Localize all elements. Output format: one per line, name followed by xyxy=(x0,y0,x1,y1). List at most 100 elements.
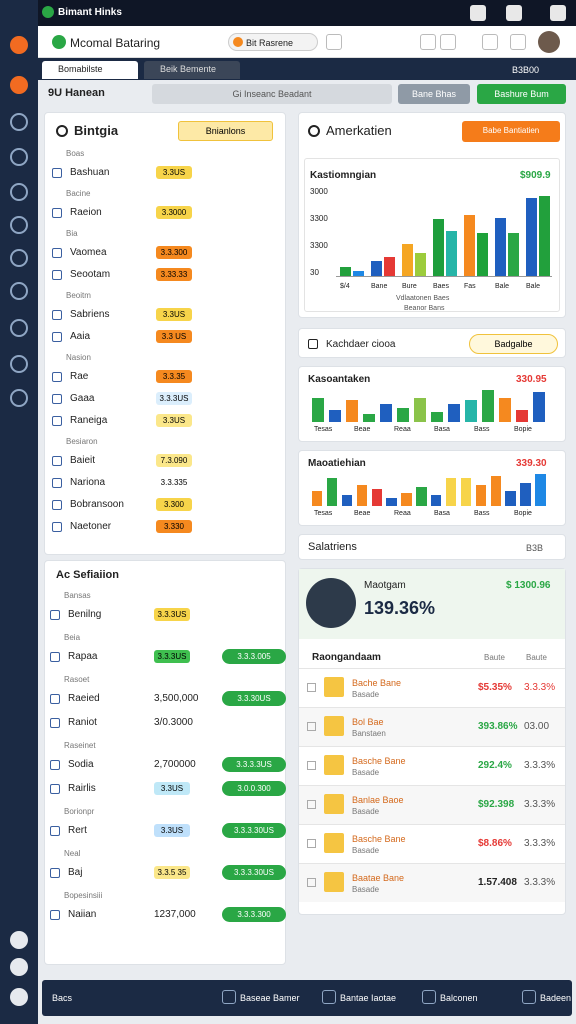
nav-item[interactable]: Badeen xyxy=(540,993,572,1003)
mini-bar xyxy=(386,498,397,506)
bar xyxy=(539,196,550,276)
nav-item[interactable]: Baseae Bamer xyxy=(240,993,300,1003)
section-link[interactable]: B3B xyxy=(526,543,544,553)
row-label[interactable]: Rairlis xyxy=(68,783,96,794)
row-name: Basche Bane xyxy=(352,834,406,844)
row-label[interactable]: Raniot xyxy=(68,717,97,728)
button[interactable]: Bane Bhas xyxy=(398,84,470,104)
mini-bar xyxy=(448,404,460,422)
row-note: Bansas xyxy=(64,591,91,600)
mini-label: Beae xyxy=(354,510,371,517)
row-label[interactable]: Naiian xyxy=(68,909,97,920)
sidebar-icon[interactable] xyxy=(10,216,28,234)
sidebar-icon[interactable] xyxy=(10,958,28,976)
mini-bar xyxy=(431,412,443,422)
row-label[interactable]: Nariona xyxy=(70,477,106,488)
row-label[interactable]: Rae xyxy=(70,371,89,382)
bar xyxy=(464,215,475,276)
sidebar-icon[interactable] xyxy=(10,148,28,166)
row-label[interactable]: Aaia xyxy=(70,331,91,342)
row-label[interactable]: Seootam xyxy=(70,269,111,280)
sidebar-icon[interactable] xyxy=(10,389,28,407)
row-value: 393.86% xyxy=(478,721,518,732)
search[interactable] xyxy=(228,33,318,51)
dropdown[interactable]: Bnianlons xyxy=(178,121,273,141)
x-tick-label: Bale xyxy=(495,283,510,290)
row-label[interactable]: Raeied xyxy=(68,693,100,704)
row-label[interactable]: Bashuan xyxy=(70,167,110,178)
row-label[interactable]: Vaomea xyxy=(70,247,107,258)
row-sub: Basade xyxy=(352,846,380,855)
pill: 3.3.3.30US xyxy=(222,823,286,838)
header-icon[interactable] xyxy=(510,34,526,50)
button[interactable]: Badgalbe xyxy=(469,334,558,354)
sidebar-icon[interactable] xyxy=(10,931,28,949)
header-icon[interactable] xyxy=(420,34,436,50)
mini-bar xyxy=(482,390,494,422)
row-note: Beia xyxy=(64,633,81,642)
header-icon[interactable] xyxy=(482,34,498,50)
mini-total: 330.95 xyxy=(516,374,547,385)
y-tick-label: 30 xyxy=(310,268,319,277)
sidebar-icon[interactable] xyxy=(10,355,28,373)
filter[interactable]: Gi Inseanc Beadant xyxy=(152,84,392,104)
sidebar-icon[interactable] xyxy=(10,36,28,54)
avatar[interactable] xyxy=(538,31,560,53)
sidebar-icon[interactable] xyxy=(10,76,28,94)
row-label[interactable]: Rert xyxy=(68,825,87,836)
row-label[interactable]: Raeion xyxy=(70,207,102,218)
row-label[interactable]: Gaaa xyxy=(70,393,95,404)
sidebar-icon[interactable] xyxy=(10,988,28,1006)
sidebar-icon[interactable] xyxy=(10,282,28,300)
row-value: $92.398 xyxy=(478,799,515,810)
row-icon xyxy=(52,208,62,218)
y-tick-label: 3300 xyxy=(310,214,328,223)
mini-bar xyxy=(520,483,531,506)
row-name: Bol Bae xyxy=(352,717,384,727)
x-tick-label: Baes xyxy=(433,283,449,290)
header-icon[interactable] xyxy=(326,34,342,50)
tab[interactable]: Beik Bemente xyxy=(144,61,240,79)
top-icon[interactable] xyxy=(506,5,522,21)
nav-item[interactable]: Bantae Iaotae xyxy=(340,993,397,1003)
x-axis-label: Vdlaatonen Baes xyxy=(396,295,450,302)
mini-bar xyxy=(380,404,392,422)
row-thumb xyxy=(324,872,344,892)
mini-bar xyxy=(326,477,338,506)
row-icon xyxy=(50,826,60,836)
sidebar-icon[interactable] xyxy=(10,249,28,267)
toolbar-title: 9U Hanean xyxy=(48,87,105,99)
checkbox xyxy=(307,800,316,809)
row-label[interactable]: Rapaa xyxy=(68,651,98,662)
pill: 3.3.3.3US xyxy=(222,757,286,772)
nav-icon xyxy=(222,990,236,1004)
row-label[interactable]: Raneiga xyxy=(70,415,108,426)
top-icon[interactable] xyxy=(470,5,486,21)
sidebar-icon[interactable] xyxy=(10,113,28,131)
row-icon xyxy=(50,760,60,770)
sidebar-icon[interactable] xyxy=(10,183,28,201)
row-note: Neal xyxy=(64,849,81,858)
row-label[interactable]: Baj xyxy=(68,867,83,878)
button[interactable]: Bashure Bum xyxy=(477,84,566,104)
row-label[interactable]: Naetoner xyxy=(70,521,112,532)
mini-label: Tesas xyxy=(314,426,333,433)
row-label[interactable]: Sabriens xyxy=(70,309,110,320)
row-note: Raseinet xyxy=(64,741,96,750)
row-note: Beoitm xyxy=(66,291,91,300)
row-label[interactable]: Benilng xyxy=(68,609,102,620)
row-label[interactable]: Bobransoon xyxy=(70,499,124,510)
nav-item[interactable]: Balconen xyxy=(440,993,478,1003)
button[interactable]: Babe Bantiatien xyxy=(462,121,560,142)
x-tick-label: Bane xyxy=(371,283,388,290)
row-label[interactable]: Sodia xyxy=(68,759,94,770)
top-icon[interactable] xyxy=(550,5,566,21)
row-value: 3,500,000 xyxy=(154,693,199,704)
tab[interactable]: Bomabilste xyxy=(42,61,138,79)
row-label[interactable]: Baieit xyxy=(70,455,96,466)
badge: 3.3US xyxy=(156,414,192,427)
nav-item[interactable]: Bacs xyxy=(52,993,73,1003)
header-icon[interactable] xyxy=(440,34,456,50)
sidebar-icon[interactable] xyxy=(10,319,28,337)
mini-bar xyxy=(356,485,368,506)
